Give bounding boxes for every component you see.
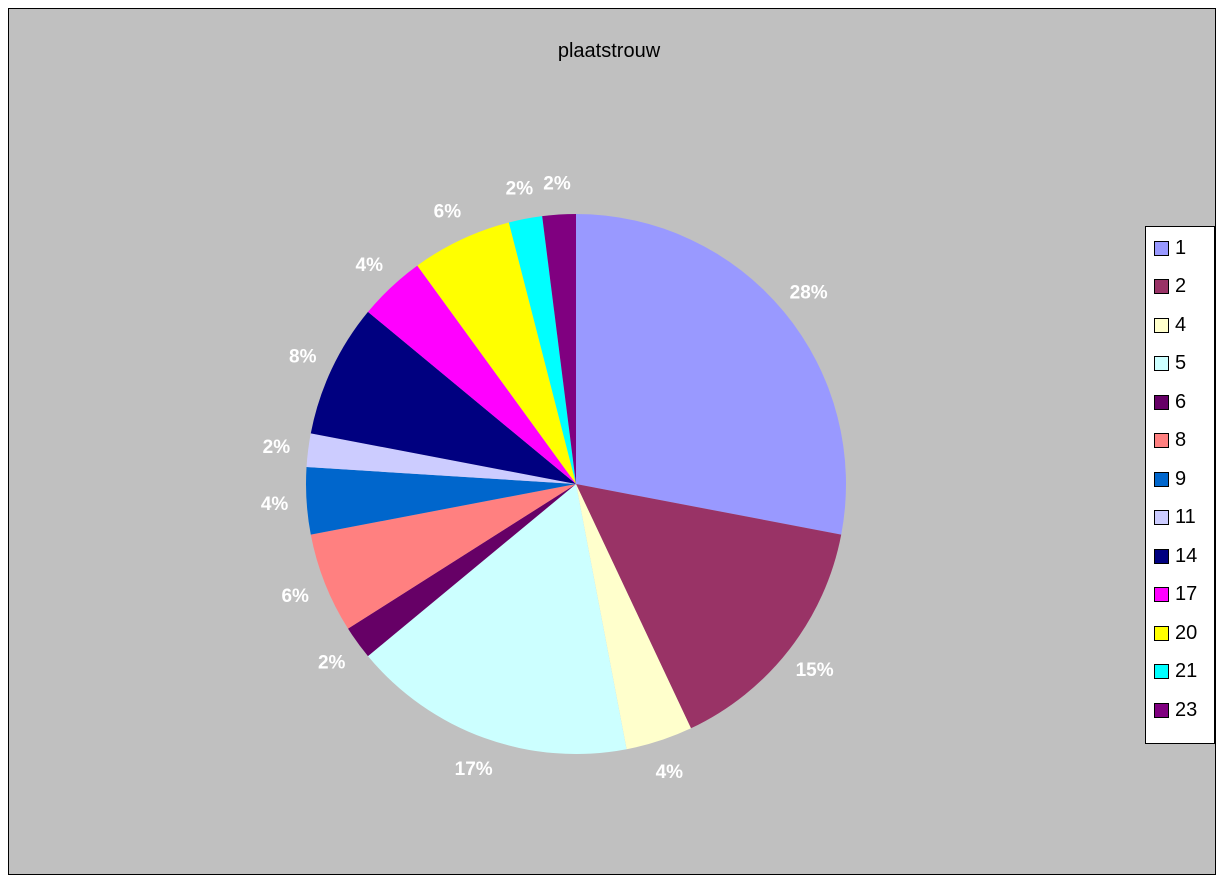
pie-slice-2 <box>576 484 842 729</box>
legend-swatch <box>1154 394 1169 410</box>
pie-slice-21 <box>508 216 576 484</box>
data-label-5: 17% <box>455 759 493 780</box>
legend-label: 23 <box>1175 698 1198 721</box>
legend-item-5: 5 <box>1154 349 1186 379</box>
legend-swatch <box>1154 548 1169 564</box>
legend-swatch <box>1154 510 1169 525</box>
legend-label: 20 <box>1175 621 1198 644</box>
legend-swatch <box>1154 279 1169 294</box>
data-label-17: 4% <box>356 255 384 276</box>
pie-slice-14 <box>310 311 576 484</box>
data-label-21: 2% <box>506 178 534 199</box>
pie-slice-8 <box>310 484 576 629</box>
legend-swatch <box>1154 587 1169 602</box>
legend-item-23: 23 <box>1154 695 1197 725</box>
pie-slice-20 <box>417 222 576 484</box>
pie-slice-6 <box>348 484 576 657</box>
legend-item-14: 14 <box>1154 541 1197 571</box>
data-label-23: 2% <box>543 174 571 195</box>
legend-swatch <box>1154 317 1169 333</box>
data-label-1: 28% <box>790 282 828 303</box>
legend-swatch <box>1154 471 1169 487</box>
data-label-9: 4% <box>261 494 289 515</box>
legend-item-11: 11 <box>1154 503 1196 533</box>
legend-item-8: 8 <box>1154 426 1186 456</box>
legend-label: 4 <box>1175 313 1187 336</box>
legend-label: 9 <box>1175 467 1187 490</box>
legend-label: 8 <box>1175 429 1187 451</box>
pie-slice-11 <box>306 433 576 484</box>
legend-item-4: 4 <box>1154 310 1186 340</box>
legend-item-2: 2 <box>1154 272 1186 302</box>
pie-slice-9 <box>305 467 576 535</box>
data-label-11: 2% <box>263 437 291 458</box>
chart-title: plaatstrouw <box>557 40 661 62</box>
pie-slice-1 <box>576 214 846 535</box>
legend-swatch <box>1154 356 1169 371</box>
data-label-14: 8% <box>289 346 317 367</box>
pie-slice-17 <box>367 265 576 484</box>
legend-item-21: 21 <box>1154 657 1197 687</box>
legend-item-1: 1 <box>1154 233 1186 263</box>
data-label-2: 15% <box>796 660 834 681</box>
data-label-8: 6% <box>281 586 309 607</box>
legend-label: 17 <box>1175 583 1198 605</box>
legend-swatch <box>1154 240 1169 256</box>
legend-label: 2 <box>1175 275 1187 297</box>
data-label-6: 2% <box>318 653 346 674</box>
data-label-4: 4% <box>656 762 684 783</box>
legend-item-6: 6 <box>1154 387 1186 417</box>
pie-slice-5 <box>367 484 627 754</box>
pie-slice-23 <box>542 214 576 484</box>
legend-swatch <box>1154 433 1169 448</box>
legend-label: 1 <box>1175 236 1187 259</box>
legend-label: 14 <box>1175 544 1198 567</box>
legend-label: 5 <box>1175 352 1187 374</box>
legend-item-17: 17 <box>1154 580 1197 610</box>
data-label-20: 6% <box>434 202 462 223</box>
legend: 1 2 4 5 6 8 9 11 14 17 20 21 23 <box>1145 226 1215 744</box>
legend-swatch <box>1154 664 1169 679</box>
pie-slice-4 <box>576 484 691 750</box>
legend-label: 6 <box>1175 390 1187 413</box>
legend-swatch <box>1154 702 1169 718</box>
legend-item-9: 9 <box>1154 464 1186 494</box>
legend-item-20: 20 <box>1154 618 1197 648</box>
legend-label: 11 <box>1175 506 1196 528</box>
legend-label: 21 <box>1175 660 1198 682</box>
legend-swatch <box>1154 625 1169 641</box>
